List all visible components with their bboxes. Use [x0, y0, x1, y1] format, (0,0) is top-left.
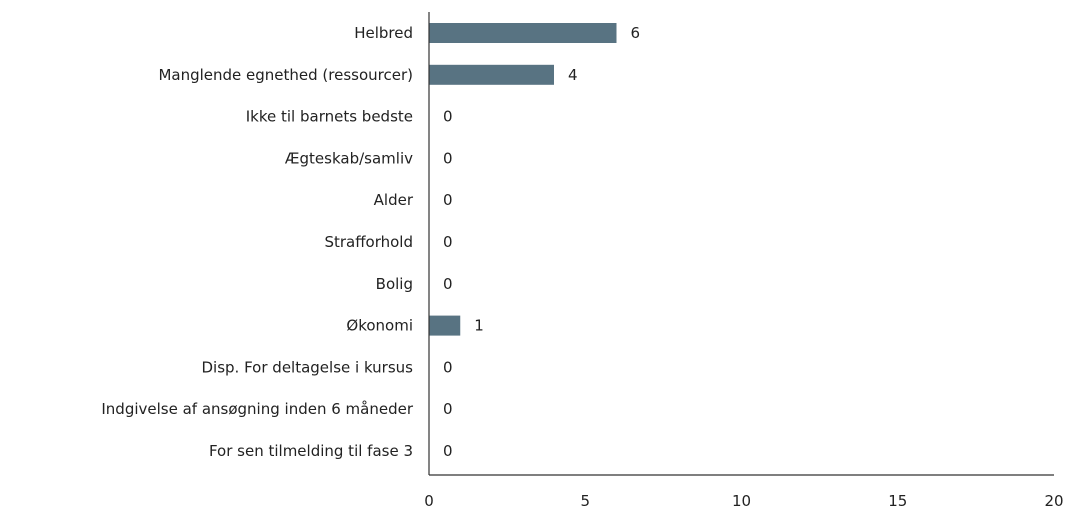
category-label: Indgivelse af ansøgning inden 6 måneder: [101, 400, 413, 418]
x-tick-label: 15: [888, 492, 907, 510]
category-label: Ikke til barnets bedste: [246, 108, 413, 126]
category-label: Helbred: [354, 24, 413, 42]
x-tick-label: 5: [580, 492, 590, 510]
category-label: For sen tilmelding til fase 3: [209, 442, 413, 460]
bar: [429, 23, 617, 43]
x-tick-label: 20: [1044, 492, 1063, 510]
category-label: Strafforhold: [324, 233, 413, 251]
category-label: Økonomi: [346, 317, 413, 335]
category-label: Disp. For deltagelse i kursus: [202, 358, 414, 376]
category-label: Bolig: [376, 275, 413, 293]
x-tick-label: 10: [732, 492, 751, 510]
data-label: 6: [631, 24, 641, 42]
category-label: Alder: [374, 191, 414, 209]
data-label: 0: [443, 400, 453, 418]
data-label: 0: [443, 191, 453, 209]
data-label: 0: [443, 233, 453, 251]
data-label: 0: [443, 108, 453, 126]
category-label: Manglende egnethed (ressourcer): [158, 66, 413, 84]
category-label: Ægteskab/samliv: [285, 149, 413, 167]
bar: [429, 64, 554, 85]
data-label: 0: [443, 358, 453, 376]
data-label: 0: [443, 149, 453, 167]
bar: [429, 315, 461, 336]
x-tick-label: 0: [424, 492, 434, 510]
data-label: 1: [474, 317, 484, 335]
data-label: 4: [568, 66, 578, 84]
data-label: 0: [443, 275, 453, 293]
data-label: 0: [443, 442, 453, 460]
